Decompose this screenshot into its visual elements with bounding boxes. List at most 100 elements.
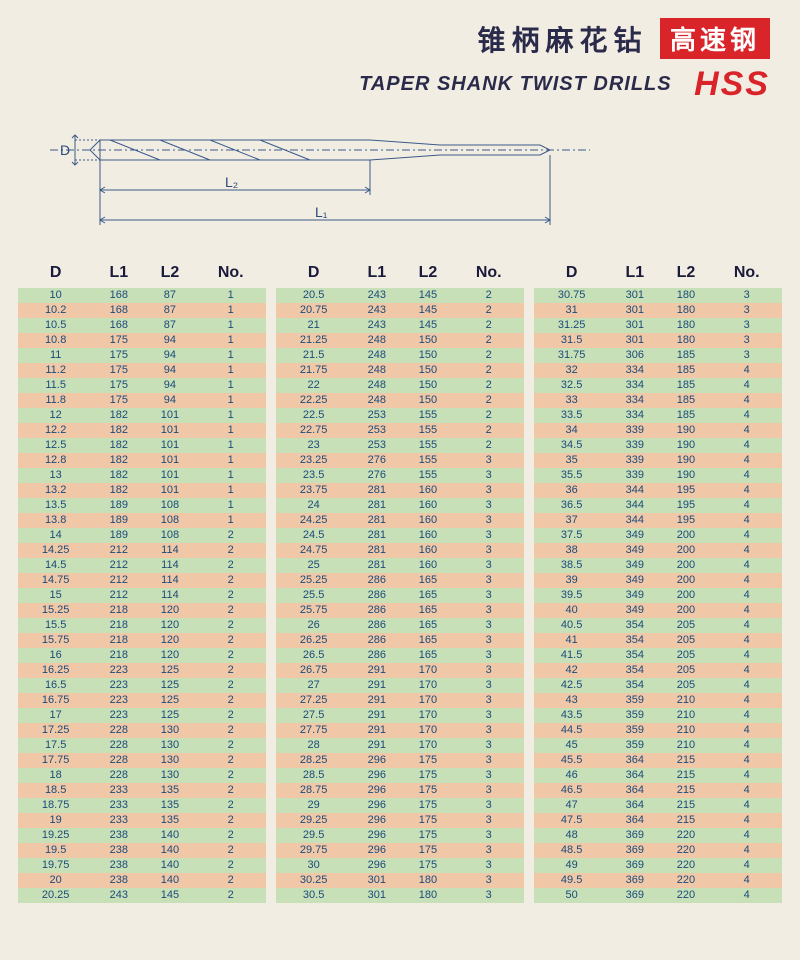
table-row: 19233135229.25296175347.53642154 (18, 813, 782, 828)
table-row: 18228130228.52961753463642154 (18, 768, 782, 783)
table-cell: 35 (534, 453, 609, 468)
table-cell: 296 (351, 813, 402, 828)
table-cell: 3 (453, 468, 524, 483)
table-cell: 24.5 (276, 528, 351, 543)
table-cell: 16.25 (18, 663, 93, 678)
drill-diagram: D L₂ L₁ (40, 115, 600, 235)
table-cell: 349 (609, 573, 660, 588)
table-cell: 2 (195, 543, 266, 558)
table-cell: 2 (195, 618, 266, 633)
table-cell: 4 (711, 378, 782, 393)
col-header: No. (453, 260, 524, 288)
table-cell: 349 (609, 543, 660, 558)
table-cell: 11.5 (18, 378, 93, 393)
table-cell: 3 (453, 453, 524, 468)
table-cell: 286 (351, 588, 402, 603)
table-cell: 3 (453, 483, 524, 498)
table-cell: 20.75 (276, 303, 351, 318)
table-cell: 28.25 (276, 753, 351, 768)
table-cell: 359 (609, 708, 660, 723)
table-cell: 4 (711, 588, 782, 603)
table-cell: 1 (195, 348, 266, 363)
table-cell: 190 (660, 438, 711, 453)
table-cell: 286 (351, 618, 402, 633)
table-cell: 359 (609, 738, 660, 753)
table-cell: 2 (195, 723, 266, 738)
table-cell: 108 (144, 513, 195, 528)
table-cell: 276 (351, 468, 402, 483)
table-cell: 40 (534, 603, 609, 618)
table-cell: 1 (195, 453, 266, 468)
table-cell: 24 (276, 498, 351, 513)
table-cell: 12.5 (18, 438, 93, 453)
table-cell: 4 (711, 453, 782, 468)
table-cell: 11.8 (18, 393, 93, 408)
col-header: L1 (93, 260, 144, 288)
table-cell: 4 (711, 663, 782, 678)
table-cell: 2 (195, 873, 266, 888)
table-cell: 228 (93, 753, 144, 768)
table-cell: 168 (93, 288, 144, 303)
table-cell: 2 (195, 573, 266, 588)
table-cell: 334 (609, 378, 660, 393)
table-cell: 2 (453, 348, 524, 363)
table-cell: 130 (144, 738, 195, 753)
table-row: 16.25223125226.752911703423542054 (18, 663, 782, 678)
table-cell: 36.5 (534, 498, 609, 513)
table-cell: 34.5 (534, 438, 609, 453)
table-cell: 18 (18, 768, 93, 783)
table-cell: 150 (402, 378, 453, 393)
table-cell: 4 (711, 813, 782, 828)
table-cell: 296 (351, 753, 402, 768)
table-cell: 301 (609, 333, 660, 348)
table-cell: 150 (402, 333, 453, 348)
table-cell: 182 (93, 423, 144, 438)
table-cell: 13 (18, 468, 93, 483)
table-cell: 286 (351, 603, 402, 618)
col-header: L1 (609, 260, 660, 288)
table-cell: 26 (276, 618, 351, 633)
table-cell: 41.5 (534, 648, 609, 663)
table-cell: 25.25 (276, 573, 351, 588)
table-cell: 369 (609, 888, 660, 903)
table-cell: 48.5 (534, 843, 609, 858)
table-cell: 26.5 (276, 648, 351, 663)
table-cell: 223 (93, 663, 144, 678)
table-cell: 4 (711, 873, 782, 888)
table-cell: 2 (195, 648, 266, 663)
table-cell: 12.2 (18, 423, 93, 438)
table-cell: 3 (711, 288, 782, 303)
table-cell: 4 (711, 558, 782, 573)
table-cell: 281 (351, 558, 402, 573)
table-cell: 101 (144, 468, 195, 483)
table-cell: 364 (609, 798, 660, 813)
table-cell: 4 (711, 753, 782, 768)
table-cell: 24.25 (276, 513, 351, 528)
table-cell: 354 (609, 678, 660, 693)
table-cell: 19.75 (18, 858, 93, 873)
table-cell: 101 (144, 483, 195, 498)
table-cell: 296 (351, 798, 402, 813)
table-cell: 101 (144, 408, 195, 423)
table-cell: 108 (144, 498, 195, 513)
table-cell: 3 (453, 723, 524, 738)
col-header: L1 (351, 260, 402, 288)
header: 锥柄麻花钻 高速钢 TAPER SHANK TWIST DRILLS HSS (359, 18, 770, 104)
table-cell: 32.5 (534, 378, 609, 393)
table-cell: 14.75 (18, 573, 93, 588)
table-cell: 175 (402, 798, 453, 813)
table-cell: 2 (195, 843, 266, 858)
table-cell: 101 (144, 453, 195, 468)
col-header: L2 (402, 260, 453, 288)
table-cell: 185 (660, 378, 711, 393)
table-cell: 185 (660, 348, 711, 363)
table-cell: 38.5 (534, 558, 609, 573)
table-cell: 195 (660, 483, 711, 498)
col-header: L2 (144, 260, 195, 288)
table-row: 17.52281302282911703453592104 (18, 738, 782, 753)
table-cell: 10.8 (18, 333, 93, 348)
table-cell: 22 (276, 378, 351, 393)
table-cell: 2 (195, 558, 266, 573)
table-cell: 170 (402, 693, 453, 708)
table-cell: 120 (144, 633, 195, 648)
